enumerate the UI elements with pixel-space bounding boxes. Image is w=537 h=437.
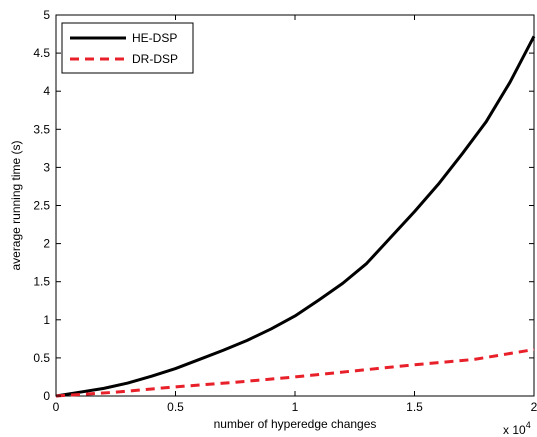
x-axis-multiplier-exponent: 4 [526,420,531,430]
legend-box [61,22,194,74]
legend-label-dr-dsp: DR-DSP [132,52,178,66]
y-axis-label: average running time (s) [9,140,23,270]
x-axis-ticks: 0 0.5 1 1.5 2 [53,15,537,414]
x-axis-multiplier-base: x 10 [503,423,526,437]
legend: HE-DSP DR-DSP [61,22,194,74]
x-tick-label: 1 [292,400,299,414]
series-line-he-dsp [55,35,536,398]
y-axis-ticks: 0 0.5 1 1.5 2 2.5 3 3.5 4 4.5 5 [33,8,534,403]
x-axis-label: number of hyperedge changes [214,417,377,431]
x-tick-label: 0.5 [167,400,184,414]
y-tick-label: 4.5 [33,46,50,60]
series-line-dr-dsp [55,348,535,398]
y-tick-label: 3.5 [33,122,50,136]
y-tick-label: 4 [43,84,50,98]
x-tick-label: 2 [531,400,537,414]
y-tick-label: 0.5 [33,351,50,365]
plot-frame [55,14,535,397]
plot-area: 0 0.5 1 1.5 2 0 0.5 1 1.5 2 2.5 3 3.5 4 4.5 5 [33,8,537,414]
legend-label-he-dsp: HE-DSP [132,31,177,45]
y-tick-label: 5 [43,8,50,22]
y-tick-label: 1.5 [33,275,50,289]
y-tick-label: 1 [43,313,50,327]
series-layer [55,35,536,398]
x-axis-multiplier: x 104 [503,420,531,437]
y-tick-label: 3 [43,160,50,174]
y-tick-label: 0 [43,389,50,403]
x-tick-label: 0 [53,400,60,414]
y-tick-label: 2 [43,237,50,251]
y-tick-label: 2.5 [33,199,50,213]
x-tick-label: 1.5 [406,400,423,414]
